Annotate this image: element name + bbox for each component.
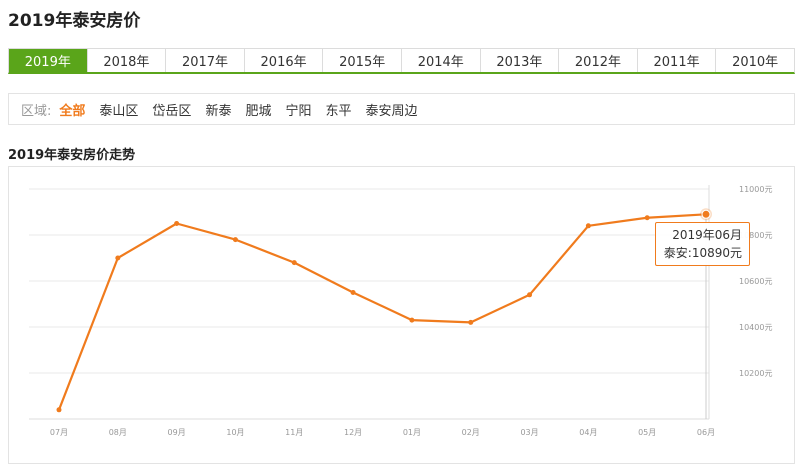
chart-title: 2019年泰安房价走势 [8,148,136,163]
tab-year-2015[interactable]: 2015年 [322,49,401,72]
region-item-all[interactable]: 全部 [59,103,86,119]
x-tick-label: 06月 [697,428,715,437]
tab-year-2011[interactable]: 2011年 [636,49,716,72]
y-tick-label: 10600元 [739,277,772,286]
y-tick-label: 10200元 [739,369,772,378]
tab-year-2018[interactable]: 2018年 [86,49,166,72]
data-point [115,255,121,261]
x-tick-label: 08月 [109,428,127,437]
data-point [291,260,297,266]
region-item-taishan[interactable]: 泰山区 [99,103,139,119]
data-point-highlight [701,209,711,219]
x-tick-label: 10月 [226,428,244,437]
tab-year-2016[interactable]: 2016年 [243,49,323,72]
x-tick-label: 09月 [168,428,186,437]
data-point [232,237,238,243]
y-tick-label: 10400元 [739,323,772,332]
data-point [644,215,650,221]
tab-year-2019[interactable]: 2019年 [9,49,87,72]
x-tick-label: 01月 [403,428,421,437]
x-tick-label: 05月 [638,428,656,437]
tab-year-2010[interactable]: 2010年 [715,49,794,72]
tooltip-date: 2019年06月 [672,228,742,242]
tab-year-2017[interactable]: 2017年 [165,49,244,72]
page-title: 2019年泰安房价 [8,11,141,31]
data-point [585,223,591,229]
region-item-taian-periphery[interactable]: 泰安周边 [365,103,418,119]
year-tabs: 2019年 2018年 2017年 2016年 2015年 2014年 2013… [8,48,795,74]
data-point [468,319,474,325]
data-point [527,292,533,298]
y-tick-label: 11000元 [739,185,772,194]
data-point [350,290,356,295]
data-point [56,407,62,413]
x-tick-label: 12月 [344,428,362,437]
tab-year-2013[interactable]: 2013年 [479,49,559,72]
region-item-daiyue[interactable]: 岱岳区 [152,103,192,119]
tooltip-value: 泰安:10890元 [663,246,742,260]
x-tick-label: 04月 [579,428,597,437]
region-item-feicheng[interactable]: 肥城 [245,103,272,119]
chart-container: 11000元 10800元 10600元 10400元 10200元 07月 08月 09月 1… [8,166,795,464]
region-label: 区域: [21,103,52,119]
y-tick-label: 10800元 [739,231,772,240]
x-tick-label: 07月 [50,428,68,437]
price-trend-chart: 11000元 10800元 10600元 10400元 10200元 07月 08月 09月 1… [29,185,772,437]
data-point [409,317,415,323]
region-item-ningyang[interactable]: 宁阳 [285,103,312,119]
chart-tooltip: 2019年06月 泰安:10890元 [655,222,750,266]
x-tick-label: 02月 [462,428,480,437]
region-item-dongping[interactable]: 东平 [325,103,352,119]
region-filter-bar: 区域: 全部 泰山区 岱岳区 新泰 肥城 宁阳 东平 泰安周边 [8,93,795,125]
x-tick-label: 11月 [285,428,303,437]
data-point [174,221,180,226]
region-item-xintai[interactable]: 新泰 [205,103,232,119]
tab-year-2012[interactable]: 2012年 [558,49,637,72]
tab-year-2014[interactable]: 2014年 [400,49,480,72]
series-line [57,213,707,411]
x-tick-label: 03月 [520,428,538,437]
